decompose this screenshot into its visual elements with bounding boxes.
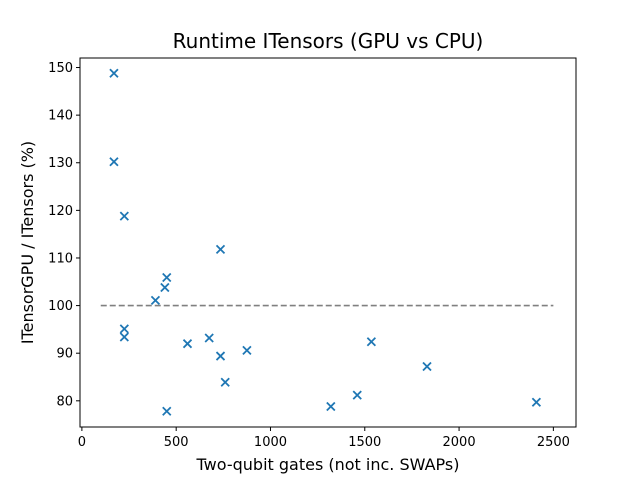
x-axis-title: Two-qubit gates (not inc. SWAPs) xyxy=(196,455,460,474)
data-point xyxy=(162,406,172,416)
data-point xyxy=(162,272,172,283)
data-point xyxy=(352,390,362,400)
data-point xyxy=(220,377,230,387)
data-point xyxy=(109,157,119,167)
plot-frame xyxy=(79,57,577,428)
data-point xyxy=(204,333,214,343)
data-point xyxy=(242,345,252,355)
x-tick-label: 1500 xyxy=(348,435,381,450)
x-tick-label: 2500 xyxy=(537,435,570,450)
data-point xyxy=(150,295,161,305)
y-tick-label: 100 xyxy=(48,299,73,314)
x-axis-ticks: 0 500 1000 1500 2000 2500 xyxy=(78,427,570,450)
y-axis-ticks: 80 90 100 110 120 130 140 150 xyxy=(48,61,80,409)
y-axis-title: ITensorGPU / ITensors (%) xyxy=(18,141,37,344)
x-tick-label: 1000 xyxy=(254,435,287,450)
data-point xyxy=(182,339,193,349)
data-points-layer xyxy=(109,68,542,416)
data-point xyxy=(366,337,377,347)
data-point xyxy=(119,332,129,342)
plot-area xyxy=(80,58,576,427)
y-tick-label: 120 xyxy=(48,204,73,219)
y-tick-label: 140 xyxy=(48,109,73,124)
data-point xyxy=(215,351,226,361)
y-tick-label: 150 xyxy=(48,61,73,76)
data-point xyxy=(109,68,119,78)
data-point xyxy=(119,324,129,334)
y-tick-label: 130 xyxy=(48,156,73,171)
data-point xyxy=(326,401,336,412)
y-tick-label: 80 xyxy=(56,394,73,409)
data-point xyxy=(531,397,542,407)
data-point xyxy=(422,361,432,372)
y-tick-label: 110 xyxy=(48,251,73,266)
y-tick-label: 90 xyxy=(56,347,73,362)
x-tick-label: 0 xyxy=(78,435,86,450)
data-point xyxy=(119,211,129,221)
data-point xyxy=(215,244,226,255)
chart-title: Runtime ITensors (GPU vs CPU) xyxy=(173,29,484,53)
data-point xyxy=(160,282,170,293)
x-tick-label: 2000 xyxy=(443,435,476,450)
x-tick-label: 500 xyxy=(164,435,189,450)
